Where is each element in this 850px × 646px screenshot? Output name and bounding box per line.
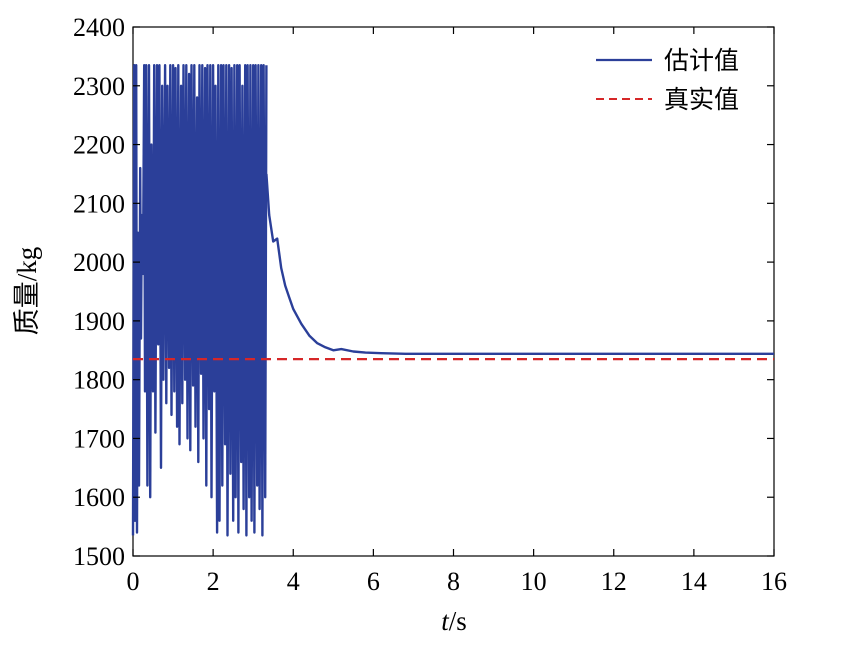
y-tick-label: 2100 xyxy=(73,189,125,218)
x-tick-label: 2 xyxy=(207,567,220,596)
y-tick-label: 1600 xyxy=(73,483,125,512)
y-tick-label: 2400 xyxy=(73,13,125,42)
x-axis-title: t/s xyxy=(441,606,467,636)
x-tick-label: 6 xyxy=(367,567,380,596)
x-tick-label: 4 xyxy=(287,567,300,596)
y-tick-label: 1700 xyxy=(73,424,125,453)
legend: 估计值 真实值 xyxy=(596,46,739,114)
y-tick-label: 1900 xyxy=(73,307,125,336)
x-axis-title-unit: /s xyxy=(449,606,467,636)
x-tick-label: 8 xyxy=(447,567,460,596)
y-tick-label: 2300 xyxy=(73,72,125,101)
x-tick-label: 10 xyxy=(521,567,547,596)
svg-text:t/s: t/s xyxy=(441,606,467,636)
x-axis-title-italic: t xyxy=(441,606,450,636)
y-tick-label: 1800 xyxy=(73,366,125,395)
series-line-estimate-oscillation xyxy=(131,63,268,537)
legend-label-true: 真实值 xyxy=(664,85,739,114)
x-tick-label: 0 xyxy=(127,567,140,596)
y-axis-title: 质量/kg xyxy=(12,247,42,336)
series-layer xyxy=(131,63,774,537)
x-tick-label: 14 xyxy=(681,567,707,596)
x-tick-label: 12 xyxy=(601,567,627,596)
plot-area: 0 2 4 6 8 10 12 14 16 1500 1600 1700 1800 1900 2000 210… xyxy=(73,13,787,596)
legend-label-estimate: 估计值 xyxy=(664,46,739,75)
tick-layer: 0 2 4 6 8 10 12 14 16 1500 1600 1700 1800 1900 2000 210… xyxy=(73,13,787,596)
x-tick-label: 16 xyxy=(761,567,787,596)
y-tick-label: 1500 xyxy=(73,542,125,571)
series-line-estimate-convergence xyxy=(265,173,774,355)
y-tick-label: 2200 xyxy=(73,131,125,160)
y-tick-label: 2000 xyxy=(73,248,125,277)
